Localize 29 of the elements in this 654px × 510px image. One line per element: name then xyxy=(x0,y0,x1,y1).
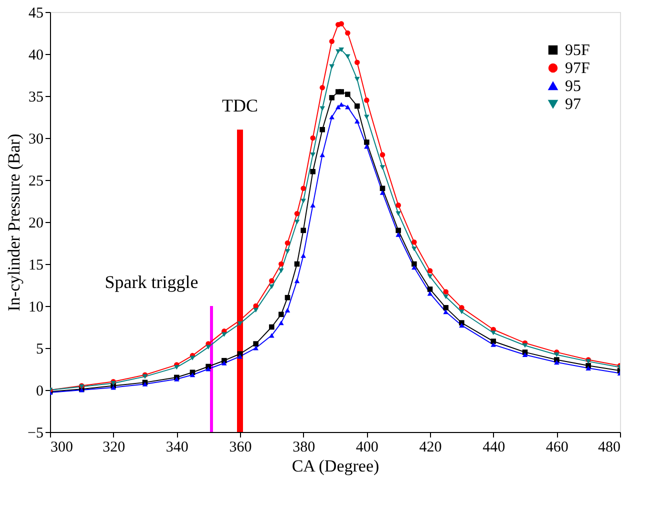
x-tick-label: 360 xyxy=(229,440,252,456)
y-tick-label: 15 xyxy=(28,258,44,274)
y-tick-label: 35 xyxy=(28,90,44,106)
y-tick-label: 25 xyxy=(28,174,44,190)
ref-line-label: Spark triggle xyxy=(104,272,198,292)
legend-label: 95 xyxy=(565,78,581,95)
x-tick-label: 460 xyxy=(546,440,568,456)
y-tick-label: 20 xyxy=(28,216,44,232)
legend-label: 97F xyxy=(565,60,590,77)
x-tick-label: 420 xyxy=(419,440,442,456)
y-tick-label: 5 xyxy=(36,342,44,358)
y-tick-label: 10 xyxy=(28,300,44,316)
x-tick-label: 300 xyxy=(50,440,73,456)
x-tick-label: 400 xyxy=(356,440,378,456)
ref-line-label: TDC xyxy=(222,96,258,116)
y-tick-label: 40 xyxy=(28,48,44,64)
x-tick-label: 320 xyxy=(102,440,126,456)
y-axis-title: In-cylinder Pressure (Bar) xyxy=(4,134,24,312)
x-tick-label: 480 xyxy=(598,440,620,456)
x-tick-label: 340 xyxy=(166,440,188,456)
y-tick-label: 30 xyxy=(28,132,44,148)
legend-label: 95F xyxy=(565,42,590,59)
y-tick-label: −5 xyxy=(28,426,44,442)
x-tick-label: 440 xyxy=(482,440,506,456)
legend-label: 97 xyxy=(565,96,581,113)
y-tick-label: 45 xyxy=(28,6,44,22)
x-axis-title: CA (Degree) xyxy=(292,456,380,476)
y-tick-label: 0 xyxy=(36,384,44,400)
x-tick-label: 380 xyxy=(292,440,316,456)
